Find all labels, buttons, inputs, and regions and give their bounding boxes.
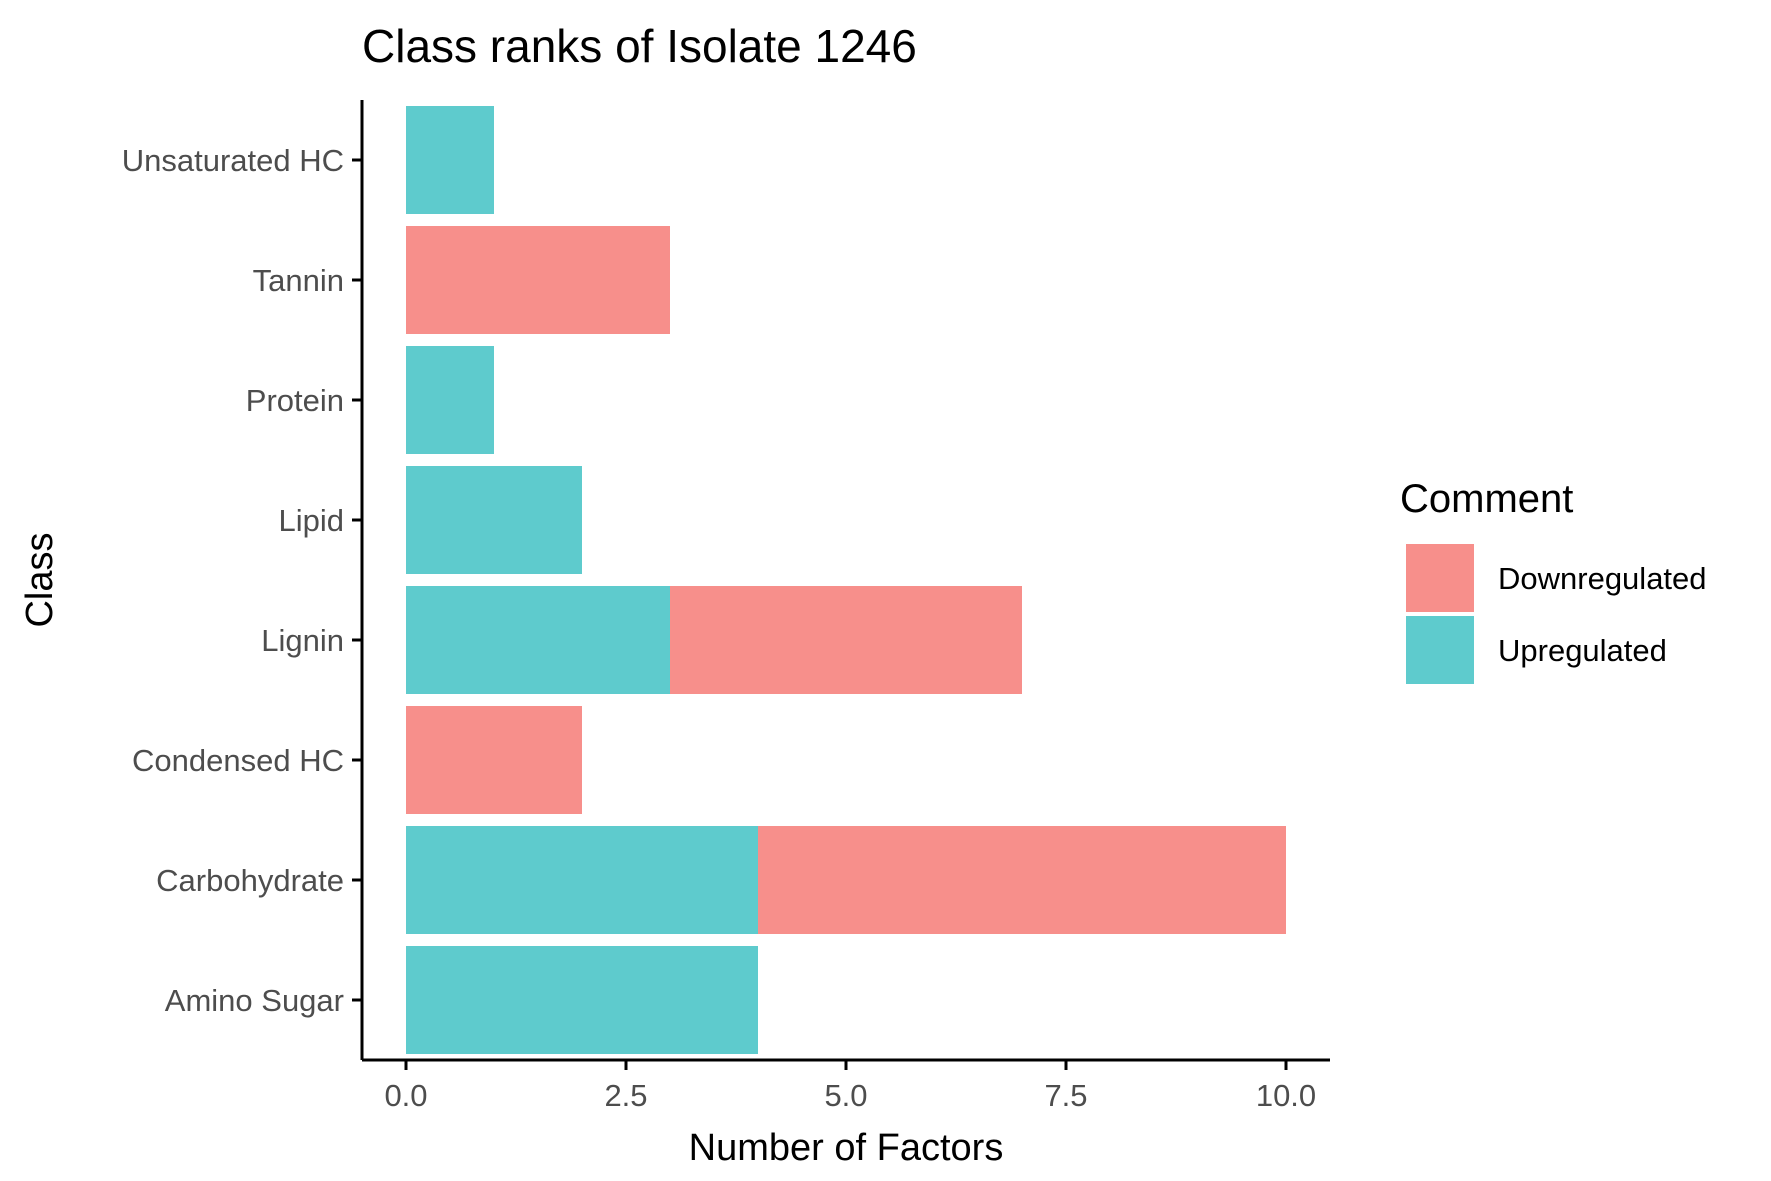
y-tick-label: Lignin bbox=[261, 623, 344, 658]
bar-upregulated-unsaturated-hc bbox=[406, 106, 494, 214]
x-axis-ticks: 0.0 2.5 5.0 7.5 10.0 bbox=[384, 1060, 1316, 1113]
bar-downregulated-condensed-hc bbox=[406, 706, 582, 814]
legend: Comment Downregulated Upregulated bbox=[1400, 477, 1707, 684]
y-tick-label: Condensed HC bbox=[132, 743, 344, 778]
x-tick-label: 5.0 bbox=[824, 1078, 867, 1113]
bar-downregulated-tannin bbox=[406, 226, 670, 334]
y-tick-label: Lipid bbox=[279, 503, 345, 538]
legend-swatch-downregulated bbox=[1406, 544, 1474, 612]
y-tick-label: Amino Sugar bbox=[165, 983, 344, 1018]
chart-title: Class ranks of Isolate 1246 bbox=[362, 20, 917, 72]
y-axis-ticks: Amino Sugar Carbohydrate Condensed HC Ligni… bbox=[122, 143, 362, 1018]
bar-upregulated-lignin bbox=[406, 586, 670, 694]
x-tick-label: 7.5 bbox=[1044, 1078, 1087, 1113]
legend-swatch-upregulated bbox=[1406, 616, 1474, 684]
legend-label-downregulated: Downregulated bbox=[1498, 561, 1707, 596]
bar-upregulated-lipid bbox=[406, 466, 582, 574]
x-tick-label: 10.0 bbox=[1256, 1078, 1316, 1113]
y-tick-label: Tannin bbox=[253, 263, 344, 298]
bar-upregulated-protein bbox=[406, 346, 494, 454]
bar-downregulated-lignin bbox=[670, 586, 1022, 694]
legend-title: Comment bbox=[1400, 477, 1573, 521]
bar-upregulated-carbohydrate bbox=[406, 826, 758, 934]
x-axis-title: Number of Factors bbox=[689, 1127, 1004, 1169]
legend-label-upregulated: Upregulated bbox=[1498, 633, 1667, 668]
plot-area bbox=[406, 106, 1286, 1054]
bar-upregulated-amino-sugar bbox=[406, 946, 758, 1054]
y-axis-title: Class bbox=[19, 532, 61, 627]
y-tick-label: Carbohydrate bbox=[156, 863, 344, 898]
bar-downregulated-carbohydrate bbox=[758, 826, 1286, 934]
x-tick-label: 0.0 bbox=[384, 1078, 427, 1113]
x-tick-label: 2.5 bbox=[604, 1078, 647, 1113]
y-tick-label: Protein bbox=[246, 383, 344, 418]
y-tick-label: Unsaturated HC bbox=[122, 143, 344, 178]
